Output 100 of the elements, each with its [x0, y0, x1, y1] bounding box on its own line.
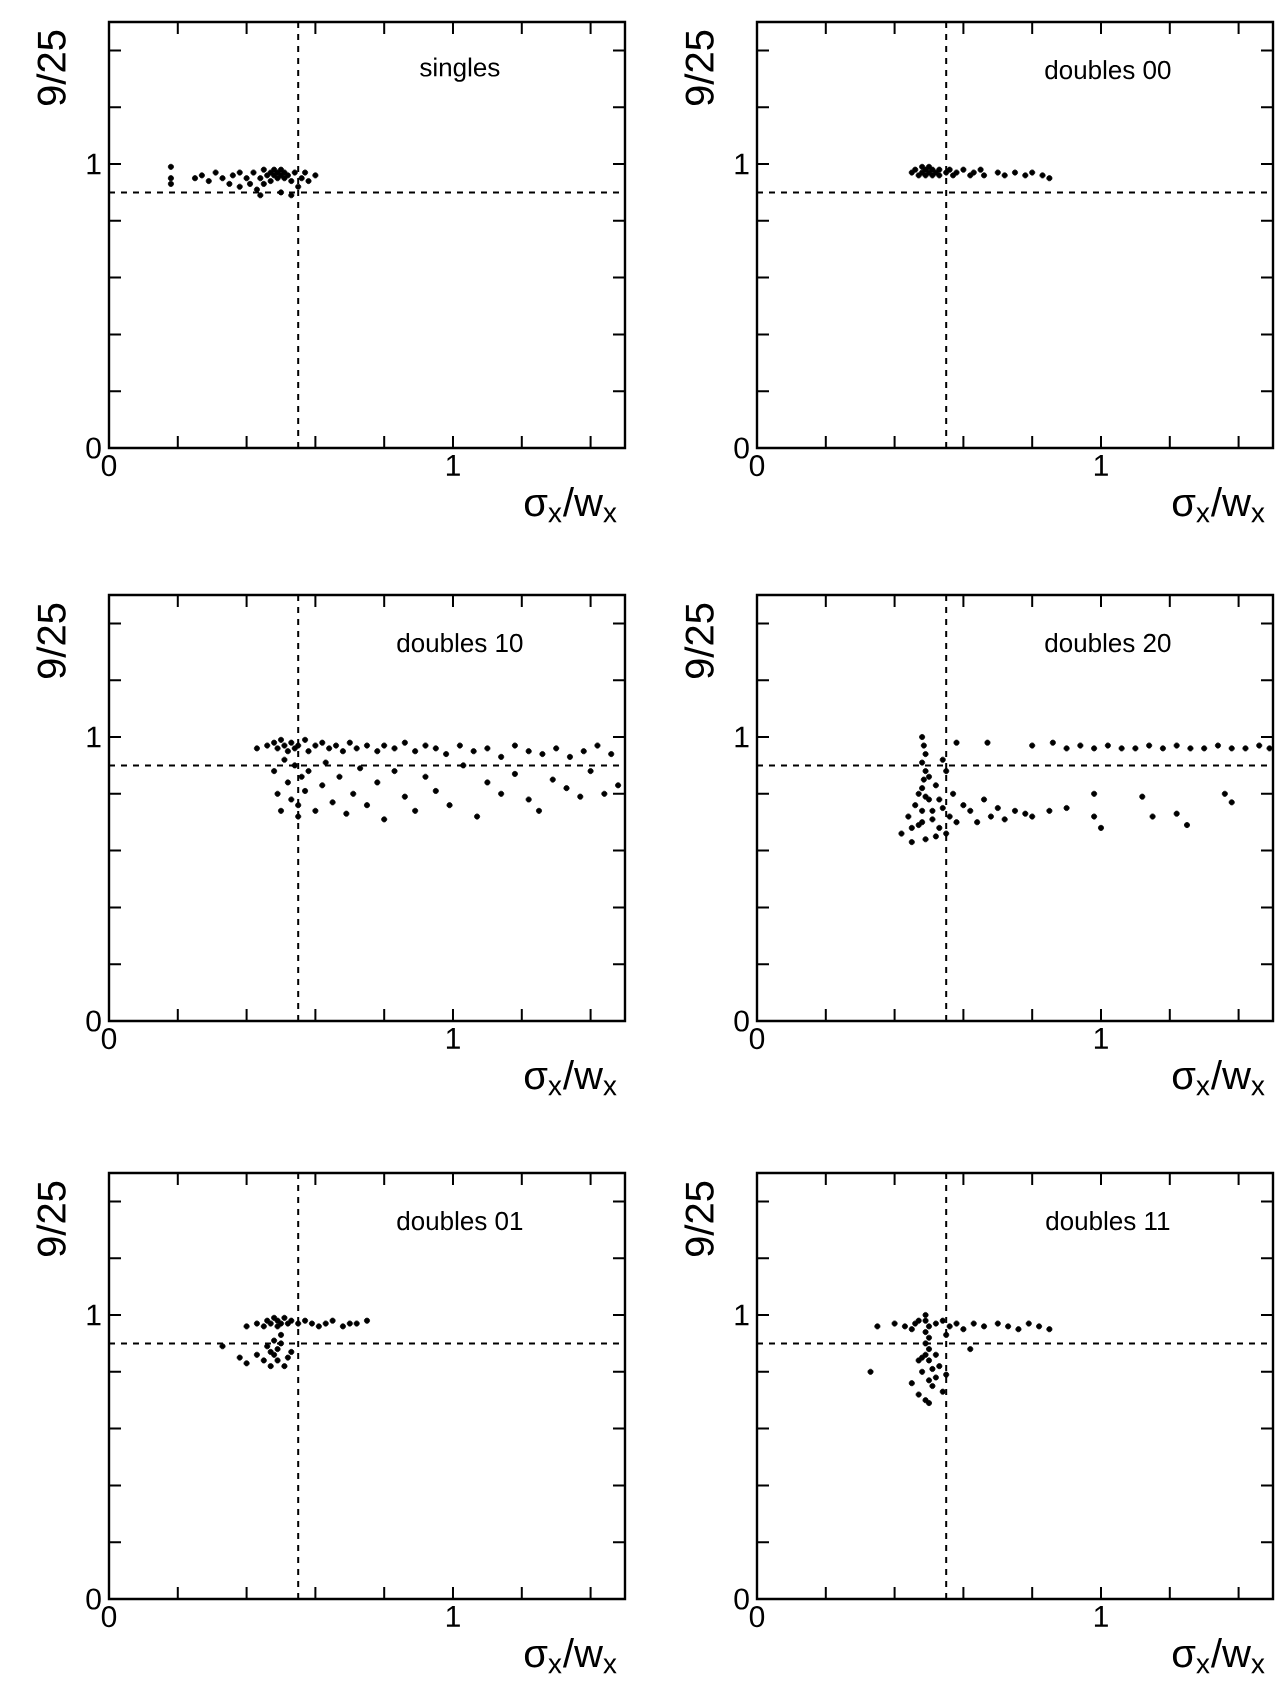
point [922, 1329, 929, 1336]
y-axis-title: 9/25 [684, 603, 714, 679]
point [922, 1317, 929, 1324]
point [253, 186, 260, 193]
point [925, 1377, 932, 1384]
y-axis-title: 9/25 [36, 603, 66, 679]
x-tick-label: 0 [749, 455, 765, 477]
point [925, 1334, 932, 1341]
point [943, 1331, 950, 1338]
point [278, 1340, 284, 1347]
point [915, 1357, 922, 1364]
point [1015, 1326, 1022, 1333]
point [253, 1320, 260, 1327]
point [167, 175, 174, 182]
point [167, 180, 174, 187]
point [295, 183, 302, 190]
point [946, 1323, 953, 1330]
y-tick-label: 0 [86, 1010, 101, 1032]
point [1046, 1326, 1053, 1333]
point [274, 1317, 281, 1324]
point [908, 1326, 915, 1333]
x-tick-label: 1 [446, 1028, 460, 1049]
point [247, 180, 254, 187]
point [219, 175, 226, 182]
y-tick-label: 0 [734, 1588, 749, 1610]
point [943, 1371, 950, 1378]
x-tick-label: 0 [749, 1606, 765, 1628]
y-tick-label: 1 [87, 1304, 101, 1326]
x-axis-title: σ$_{x}$/w$_{x}$ [524, 1060, 617, 1096]
point [967, 1346, 974, 1353]
point [939, 1388, 946, 1395]
point [205, 178, 212, 185]
point [364, 1317, 370, 1324]
point [339, 1323, 346, 1330]
point [915, 1317, 922, 1324]
point [908, 1380, 915, 1387]
x-axis-title: σ$_{x}$/w$_{x}$ [1172, 487, 1265, 523]
point [981, 1323, 988, 1330]
point [308, 1320, 315, 1327]
point [922, 1340, 929, 1347]
point [922, 1351, 929, 1358]
text: doubles 11 [1046, 1211, 1170, 1231]
x-tick-label: 1 [446, 455, 460, 476]
point [198, 172, 205, 179]
point [1005, 1323, 1012, 1330]
point [284, 1354, 291, 1361]
point [922, 1312, 929, 1319]
point [346, 1320, 353, 1327]
point [295, 1320, 302, 1327]
point [291, 169, 298, 176]
point [264, 1343, 271, 1350]
y-tick-label: 1 [87, 726, 101, 748]
point [1025, 1320, 1032, 1327]
point [867, 1368, 874, 1375]
point [281, 169, 288, 176]
point [925, 1323, 932, 1330]
point [915, 1391, 922, 1398]
point [939, 1317, 946, 1324]
x-tick-label: 1 [1094, 1606, 1108, 1627]
point [219, 1343, 226, 1350]
point [267, 1320, 274, 1327]
x-tick-label: 0 [101, 1606, 117, 1628]
point [288, 1317, 295, 1324]
point [278, 189, 284, 196]
y-tick-label: 0 [86, 437, 101, 459]
point [281, 1363, 288, 1370]
y-tick-label: 1 [735, 1304, 749, 1326]
point [329, 1317, 336, 1324]
point [257, 192, 264, 199]
point [932, 1320, 939, 1327]
point [167, 163, 174, 170]
point [925, 1346, 932, 1353]
y-tick-label: 0 [734, 437, 749, 459]
point [236, 1354, 243, 1361]
x-axis-title: σ$_{x}$/w$_{x}$ [524, 1638, 617, 1674]
point [257, 175, 264, 182]
point [226, 180, 233, 187]
point [936, 1363, 943, 1370]
x-tick-label: 0 [749, 1028, 765, 1050]
y-axis-title: 9/25 [684, 1181, 714, 1257]
point [953, 1320, 960, 1327]
point [271, 1351, 278, 1358]
point [267, 1363, 274, 1370]
point [278, 1320, 284, 1327]
text: doubles 20 [1045, 633, 1171, 653]
point [229, 172, 236, 179]
point [243, 1323, 250, 1330]
point [212, 169, 219, 176]
y-axis-title: 9/25 [36, 1181, 66, 1257]
point [253, 1351, 260, 1358]
y-tick-label: 1 [735, 153, 749, 175]
y-tick-label: 1 [735, 726, 749, 748]
point [919, 1368, 926, 1375]
point [267, 178, 274, 185]
point [260, 1357, 267, 1364]
point [281, 1314, 288, 1321]
point [274, 1357, 281, 1364]
point [278, 1331, 284, 1338]
text: singles [420, 57, 500, 82]
point [305, 178, 312, 185]
